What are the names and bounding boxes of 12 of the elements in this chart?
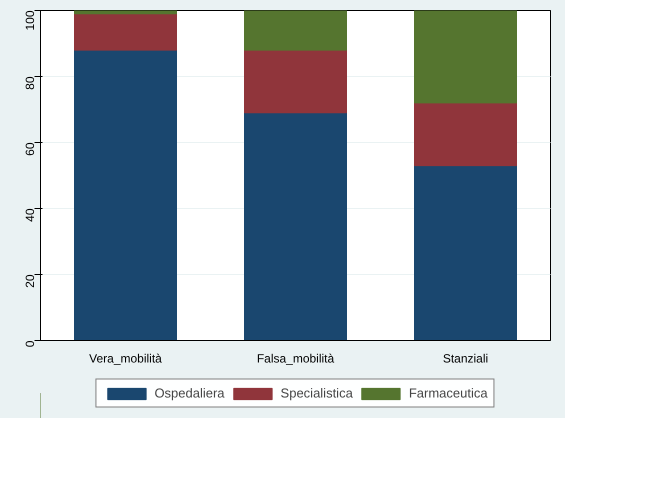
y-tick-label: 100 — [23, 10, 37, 31]
x-tick-label: Stanziali — [442, 352, 488, 366]
legend-label: Ospedaliera — [154, 386, 225, 400]
x-tick-label: Falsa_mobilità — [256, 352, 335, 366]
y-tick-label: 40 — [23, 208, 37, 222]
y-tick-label: 60 — [23, 142, 37, 156]
x-tick-label: Vera_mobilità — [89, 352, 162, 366]
legend-label: Specialistica — [280, 386, 353, 400]
y-tick-label: 80 — [23, 76, 37, 90]
legend-label: Farmaceutica — [408, 386, 488, 400]
y-tick-label: 0 — [23, 340, 37, 348]
y-tick-label: 20 — [23, 274, 37, 288]
